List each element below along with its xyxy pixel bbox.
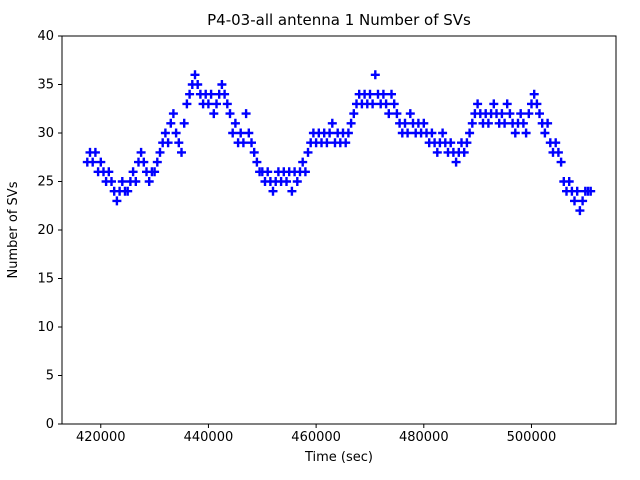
y-tick-label: 35: [37, 78, 54, 93]
chart-title: P4-03-all antenna 1 Number of SVs: [207, 11, 471, 29]
x-tick-label: 460000: [291, 430, 341, 445]
y-tick-label: 20: [37, 223, 54, 238]
x-tick-label: 440000: [184, 430, 234, 445]
y-tick-label: 5: [46, 369, 54, 384]
y-tick-label: 30: [37, 126, 54, 141]
series-markers: [82, 70, 596, 216]
axis-ticks: 420000 440000 460000 480000 500000 0 5 10 15 20 25…: [37, 29, 556, 445]
y-axis-label: Number of SVs: [6, 181, 21, 278]
x-tick-label: 500000: [507, 430, 557, 445]
y-tick-label: 15: [37, 272, 54, 287]
x-axis-label: Time (sec): [304, 450, 373, 465]
y-tick-label: 40: [37, 29, 54, 44]
y-tick-label: 10: [37, 320, 54, 335]
data-point-markers: [82, 70, 596, 216]
x-tick-label: 480000: [399, 430, 449, 445]
y-tick-label: 25: [37, 175, 54, 190]
x-tick-label: 420000: [76, 430, 126, 445]
y-tick-label: 0: [46, 417, 54, 432]
